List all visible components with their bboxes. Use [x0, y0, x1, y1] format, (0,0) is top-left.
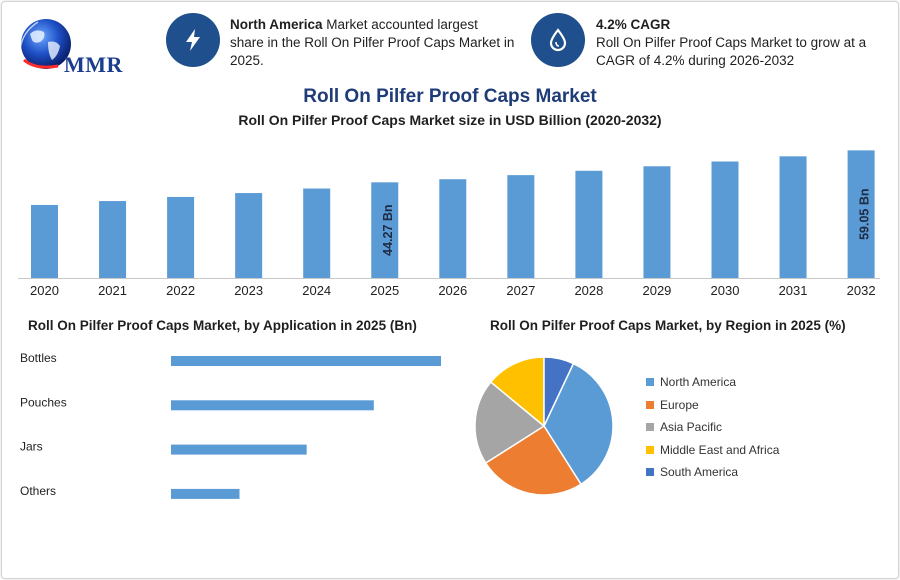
application-label: Pouches: [20, 395, 67, 409]
x-tick-label: 2031: [779, 283, 808, 298]
bar-data-label: 59.05 Bn: [857, 188, 871, 239]
region-legend: North America Europe Asia Pacific Middle Ea…: [646, 371, 779, 484]
bar-2021: [99, 201, 127, 278]
legend-label: Europe: [660, 397, 699, 412]
application-bar-others: [171, 488, 240, 499]
application-bar-chart: Bottles Pouches Jars Others: [20, 351, 441, 499]
x-tick-label: 2027: [506, 283, 535, 298]
stat-north-america-badge: [166, 13, 220, 67]
legend-swatch: [646, 378, 654, 387]
bar-2029: [643, 166, 671, 278]
stat-cagr-badge: [531, 13, 585, 67]
stat-north-america-line1: Market accounted largest: [322, 17, 478, 32]
bar-2031: [779, 156, 807, 278]
legend-label: North America: [660, 375, 737, 390]
stat-cagr-line2: CAGR of 4.2% during 2026-2032: [596, 53, 795, 68]
bar-2022: [167, 196, 195, 278]
x-tick-label: 2025: [370, 283, 399, 298]
bar-2030: [711, 161, 739, 278]
legend-swatch: [646, 445, 654, 454]
legend-label: Middle East and Africa: [660, 442, 780, 457]
legend-item: Middle East and Africa: [646, 439, 779, 462]
chart-subtitle: Roll On Pilfer Proof Caps Market size in…: [238, 112, 662, 128]
bar-2020: [31, 204, 58, 278]
application-bar-jars: [171, 444, 307, 455]
bar-data-label: 44.27 Bn: [381, 204, 395, 255]
x-tick-label: 2022: [166, 283, 195, 298]
x-tick-label: 2021: [98, 283, 127, 298]
region-chart-title: Roll On Pilfer Proof Caps Market, by Reg…: [490, 318, 846, 333]
legend-swatch: [646, 468, 654, 477]
bar-2027: [507, 175, 535, 278]
bar-2025: [371, 182, 399, 278]
drop-icon: [549, 28, 567, 52]
pie-slice-europe: [484, 424, 583, 496]
x-tick-label: 2030: [711, 283, 740, 298]
region-pie-chart: [474, 356, 614, 496]
legend-label: South America: [660, 465, 739, 480]
legend-item: Asia Pacific: [646, 416, 779, 439]
stat-cagr-text: 4.2% CAGR Roll On Pilfer Proof Caps Mark…: [596, 16, 891, 70]
application-chart-title: Roll On Pilfer Proof Caps Market, by App…: [28, 318, 417, 333]
x-axis-line: [18, 278, 880, 279]
x-tick-label: 2020: [30, 283, 59, 298]
pie-slice-north-america: [543, 362, 614, 486]
x-tick-label: 2026: [438, 283, 467, 298]
x-tick-label: 2024: [302, 283, 331, 298]
application-label: Jars: [20, 440, 43, 454]
market-size-bar-chart: 2020 2021 2022 2023 2024 2025 44.27 Bn 2026 2027…: [30, 150, 876, 298]
globe-icon: [19, 19, 71, 69]
application-bar-bottles: [171, 356, 441, 366]
stat-north-america-text: North America Market accounted largest s…: [230, 16, 530, 70]
lightning-icon: [186, 29, 200, 51]
application-label: Bottles: [20, 351, 57, 365]
pie-slice-south-america: [543, 356, 575, 427]
legend-swatch: [646, 400, 654, 409]
legend-swatch: [646, 423, 654, 432]
x-tick-label: 2023: [234, 283, 263, 298]
pie-slice-asia-pacific: [474, 380, 546, 465]
stat-north-america-bold: North America: [230, 17, 323, 32]
stat-cagr-bold: 4.2% CAGR: [596, 17, 671, 32]
logo-text: MMR: [64, 52, 123, 77]
legend-item: North America: [646, 371, 779, 394]
stat-north-america-line2: share in the Roll On Pilfer Proof Caps M…: [230, 35, 515, 50]
legend-item: Europe: [646, 394, 779, 417]
pie-slice-middle-east-and-africa: [489, 356, 545, 428]
legend-item: South America: [646, 461, 779, 484]
bar-2032: [847, 150, 875, 278]
bar-2028: [575, 170, 603, 278]
legend-label: Asia Pacific: [660, 420, 723, 435]
bar-2023: [235, 193, 263, 278]
chart-title: Roll On Pilfer Proof Caps Market: [303, 86, 597, 107]
mmr-logo: MMR: [16, 12, 136, 78]
stat-cagr-line1: Roll On Pilfer Proof Caps Market to grow…: [596, 35, 867, 50]
bar-2026: [439, 179, 467, 278]
x-tick-label: 2029: [642, 283, 671, 298]
bar-2024: [303, 188, 331, 278]
application-label: Others: [20, 484, 56, 498]
stat-north-america-line3: 2025.: [230, 53, 264, 68]
application-bar-pouches: [171, 400, 374, 411]
x-tick-label: 2032: [847, 283, 876, 298]
x-tick-label: 2028: [574, 283, 603, 298]
